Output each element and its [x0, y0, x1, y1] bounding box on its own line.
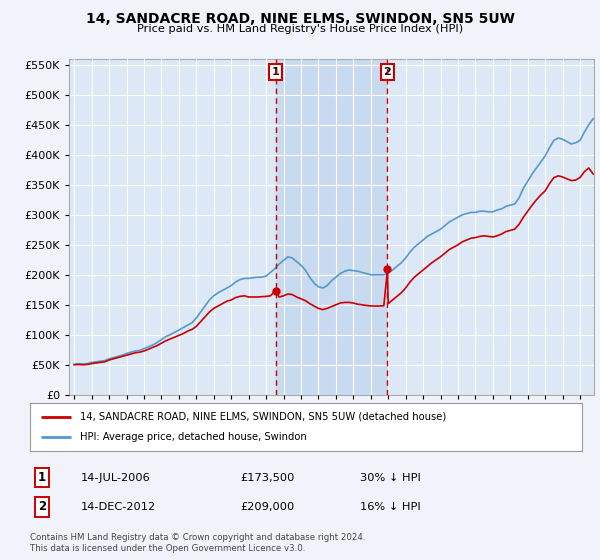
Text: 2: 2 [38, 500, 46, 514]
Text: 30% ↓ HPI: 30% ↓ HPI [360, 473, 421, 483]
Text: HPI: Average price, detached house, Swindon: HPI: Average price, detached house, Swin… [80, 432, 307, 442]
Text: 1: 1 [38, 471, 46, 484]
Text: Contains HM Land Registry data © Crown copyright and database right 2024.
This d: Contains HM Land Registry data © Crown c… [30, 533, 365, 553]
Text: £173,500: £173,500 [240, 473, 295, 483]
Text: 2: 2 [383, 67, 391, 77]
Text: 14-JUL-2006: 14-JUL-2006 [81, 473, 151, 483]
Text: 16% ↓ HPI: 16% ↓ HPI [360, 502, 421, 512]
Text: 14-DEC-2012: 14-DEC-2012 [81, 502, 156, 512]
Bar [275, 59, 388, 395]
Text: Price paid vs. HM Land Registry's House Price Index (HPI): Price paid vs. HM Land Registry's House … [137, 24, 463, 34]
Text: 14, SANDACRE ROAD, NINE ELMS, SWINDON, SN5 5UW (detached house): 14, SANDACRE ROAD, NINE ELMS, SWINDON, S… [80, 412, 446, 422]
Text: 1: 1 [272, 67, 280, 77]
Text: £209,000: £209,000 [240, 502, 294, 512]
Text: 14, SANDACRE ROAD, NINE ELMS, SWINDON, SN5 5UW: 14, SANDACRE ROAD, NINE ELMS, SWINDON, S… [86, 12, 514, 26]
